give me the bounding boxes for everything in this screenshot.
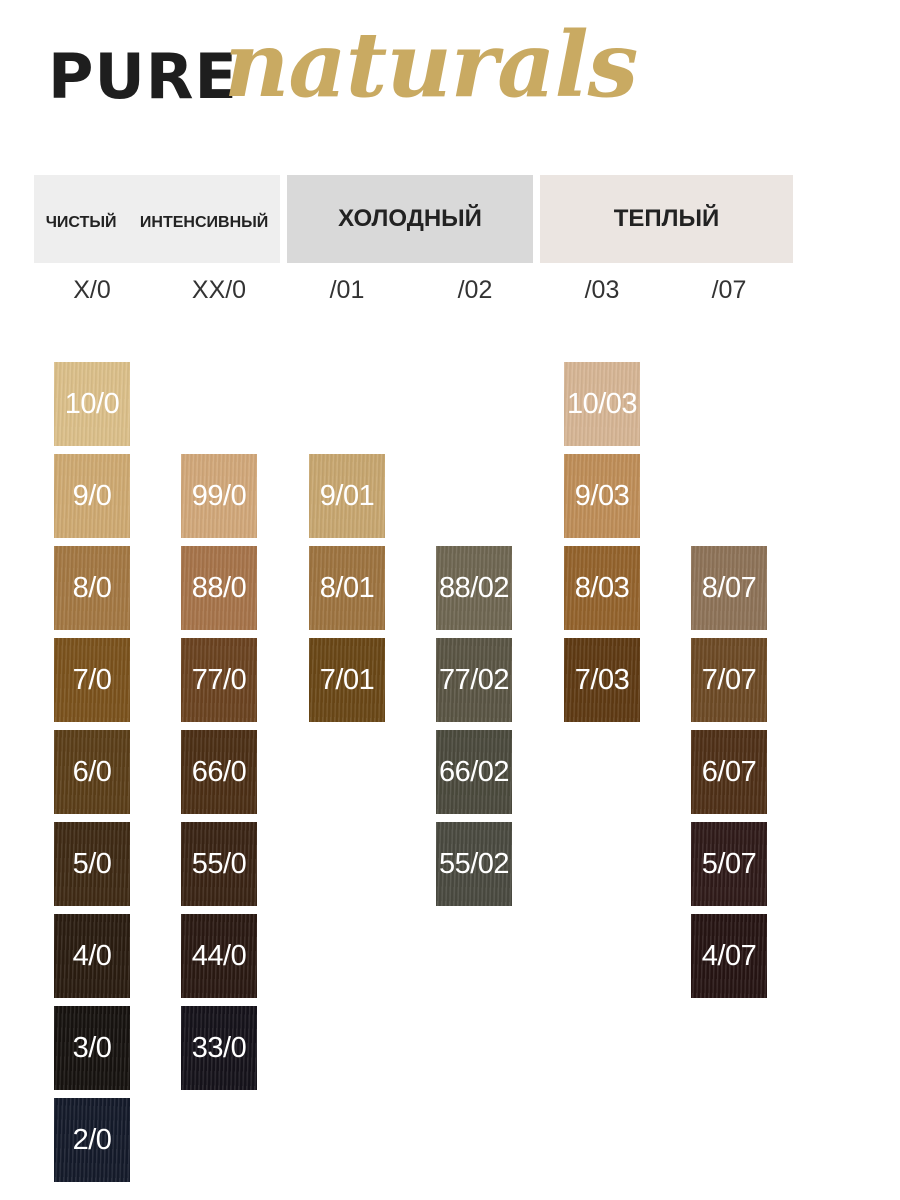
shade-label: 77/02 [438, 663, 510, 696]
shade-label: 6/0 [72, 755, 112, 788]
shade-label: 10/0 [64, 387, 120, 420]
shade-label: 2/0 [72, 1123, 112, 1156]
shade-label: 8/01 [319, 571, 375, 604]
shade-swatch: 10/03 [564, 362, 640, 446]
shade-label: 55/02 [438, 847, 510, 880]
shade-label: 33/0 [191, 1031, 247, 1064]
shade-swatch: 44/0 [181, 914, 257, 998]
shade-label: 7/01 [319, 663, 375, 696]
shade-swatch: 7/07 [691, 638, 767, 722]
column-code: /01 [329, 276, 365, 304]
column-code: /03 [584, 276, 620, 304]
shade-label: 77/0 [191, 663, 247, 696]
shade-swatch: 55/0 [181, 822, 257, 906]
column-code: /02 [457, 276, 493, 304]
header-cold: ХОЛОДНЫЙ [287, 175, 533, 263]
shade-swatch: 6/0 [54, 730, 130, 814]
shade-swatch: 5/07 [691, 822, 767, 906]
shade-label: 7/07 [701, 663, 757, 696]
shade-label: 8/0 [72, 571, 112, 604]
shade-label: 44/0 [191, 939, 247, 972]
shade-label: 9/01 [319, 479, 375, 512]
shade-swatch: 33/0 [181, 1006, 257, 1090]
shade-label: 4/07 [701, 939, 757, 972]
shade-swatch: 6/07 [691, 730, 767, 814]
header-intense-label: ИНТЕНСИВНЫЙ [139, 214, 269, 231]
shade-swatch: 99/0 [181, 454, 257, 538]
shade-swatch: 7/03 [564, 638, 640, 722]
shade-label: 5/07 [701, 847, 757, 880]
shade-label: 10/03 [566, 387, 638, 420]
shade-swatch: 77/02 [436, 638, 512, 722]
column-code: /07 [711, 276, 747, 304]
shade-swatch: 9/03 [564, 454, 640, 538]
header-warm: ТЕПЛЫЙ [540, 175, 793, 263]
shade-label: 88/0 [191, 571, 247, 604]
shade-label: 8/03 [574, 571, 630, 604]
logo-pure-text: PURE [48, 40, 238, 113]
column-code: XX/0 [191, 276, 247, 304]
shade-label: 6/07 [701, 755, 757, 788]
shade-label: 9/03 [574, 479, 630, 512]
shade-label: 5/0 [72, 847, 112, 880]
shade-label: 3/0 [72, 1031, 112, 1064]
shade-label: 4/0 [72, 939, 112, 972]
shade-swatch: 3/0 [54, 1006, 130, 1090]
shade-swatch: 7/01 [309, 638, 385, 722]
header-neutral: ЧИСТЫЙ ИНТЕНСИВНЫЙ [34, 175, 280, 263]
shade-swatch: 66/02 [436, 730, 512, 814]
shade-label: 8/07 [701, 571, 757, 604]
shade-swatch: 4/0 [54, 914, 130, 998]
shade-swatch: 88/02 [436, 546, 512, 630]
shade-swatch: 7/0 [54, 638, 130, 722]
shade-swatch: 9/01 [309, 454, 385, 538]
header-pure-label: ЧИСТЫЙ [45, 214, 117, 231]
shade-swatch: 88/0 [181, 546, 257, 630]
shade-swatch: 66/0 [181, 730, 257, 814]
logo-naturals-text: naturals [224, 12, 638, 118]
shade-label: 66/02 [438, 755, 510, 788]
shade-swatch: 8/0 [54, 546, 130, 630]
shade-swatch: 4/07 [691, 914, 767, 998]
shade-label: 7/0 [72, 663, 112, 696]
shade-label: 55/0 [191, 847, 247, 880]
shade-swatch: 8/01 [309, 546, 385, 630]
shade-swatch: 5/0 [54, 822, 130, 906]
shade-swatch: 8/03 [564, 546, 640, 630]
shade-label: 88/02 [438, 571, 510, 604]
shade-label: 9/0 [72, 479, 112, 512]
shade-swatch: 8/07 [691, 546, 767, 630]
shade-swatch: 55/02 [436, 822, 512, 906]
shade-swatch: 77/0 [181, 638, 257, 722]
column-code: X/0 [73, 276, 111, 304]
shade-label: 7/03 [574, 663, 630, 696]
shade-label: 66/0 [191, 755, 247, 788]
shade-swatch: 9/0 [54, 454, 130, 538]
shade-swatch: 2/0 [54, 1098, 130, 1182]
shade-swatch: 10/0 [54, 362, 130, 446]
shade-label: 99/0 [191, 479, 247, 512]
